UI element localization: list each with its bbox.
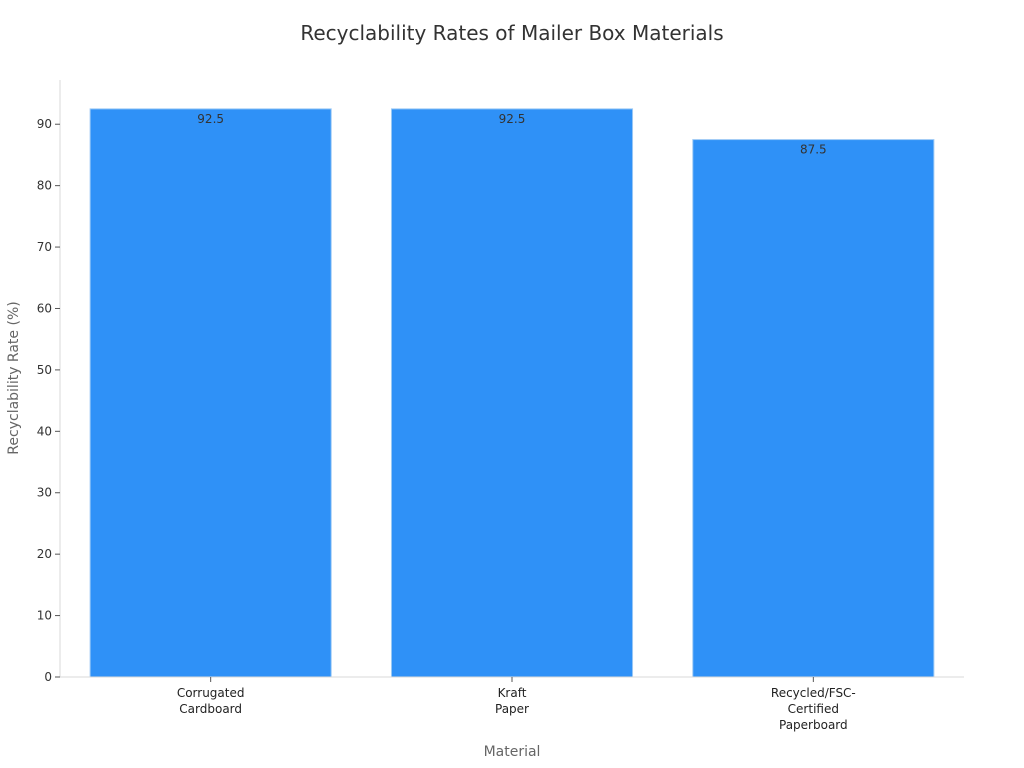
y-tick-label-0: 0 [44,670,52,684]
x-axis-title: Material [484,744,541,760]
y-tick-label-8: 80 [37,179,52,193]
data-label-1: 92.5 [499,112,526,126]
x-tick-label-0: Corrugated Cardboard [177,686,245,716]
data-labels-group: 92.5 92.5 87.5 [197,112,826,157]
y-axis-title: Recyclability Rate (%) [6,301,22,454]
data-label-0: 92.5 [197,112,224,126]
x-tick-label-1: Kraft Paper [495,686,529,716]
bars-group [89,108,935,678]
y-tick-label-3: 30 [37,486,52,500]
chart-title: Recyclability Rates of Mailer Box Materi… [300,21,723,45]
x-ticks-group: Corrugated Cardboard Kraft Paper Recycled/FS… [177,677,856,732]
y-tick-label-2: 20 [37,547,52,561]
y-tick-label-6: 60 [37,301,52,315]
y-tick-label-7: 70 [37,240,52,254]
x-tick-label-2: Recycled/FSC-Certified Paperboard [771,686,856,732]
bar-0 [89,108,332,678]
y-tick-label-4: 40 [37,424,52,438]
bar-2 [692,139,935,678]
data-label-2: 87.5 [800,143,827,157]
y-tick-label-5: 50 [37,363,52,377]
y-tick-label-9: 90 [37,117,52,131]
y-ticks-group: 0 10 20 30 40 50 60 70 80 90 [37,117,60,684]
bar-1 [390,108,634,678]
y-tick-label-1: 10 [37,609,52,623]
